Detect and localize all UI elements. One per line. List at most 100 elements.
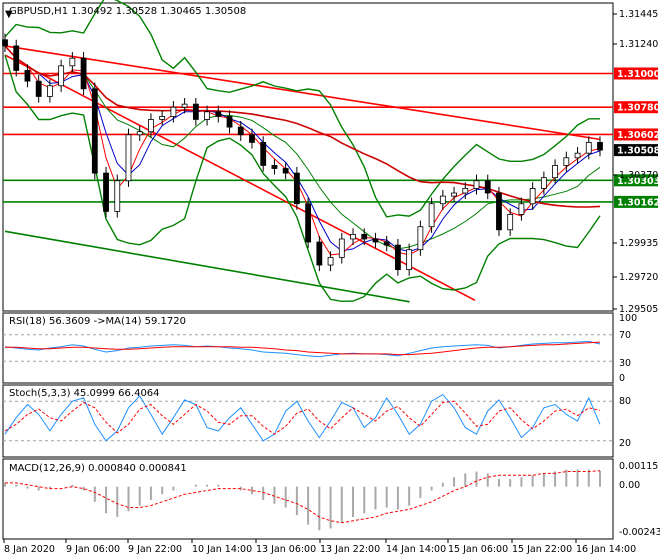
candle-body <box>316 241 323 266</box>
candle-body <box>574 152 581 159</box>
time-tick-label: 15 Jan 22:00 <box>512 544 572 555</box>
candle-body <box>585 142 592 154</box>
level-label-3: 1.30303 <box>617 176 660 187</box>
candle-body <box>271 165 278 169</box>
candle-body <box>484 180 491 194</box>
time-tick-label: 13 Jan 06:00 <box>256 544 316 555</box>
osc-tick-label: 80 <box>619 396 631 407</box>
price-tick-label: 1.31445 <box>619 9 658 20</box>
price-tick-label: 1.29720 <box>619 272 658 283</box>
candle-body <box>383 241 390 246</box>
current-price-tag <box>614 144 658 157</box>
trendline-1 <box>4 54 476 301</box>
trendline-2 <box>4 230 410 303</box>
level-label-0: 1.31000 <box>617 69 660 80</box>
macd-panel <box>2 458 614 540</box>
macd-tick-label: -0.00243 <box>619 527 660 538</box>
time-tick-label: 9 Jan 22:00 <box>128 544 182 555</box>
osc-tick-label: 0 <box>619 373 625 384</box>
series-rsi-18- <box>4 340 601 358</box>
candle-body <box>518 203 525 215</box>
candle-body <box>114 180 121 212</box>
candle-body <box>462 188 469 194</box>
candle-body <box>473 180 480 189</box>
candle-body <box>395 244 401 271</box>
time-tick-label: 14 Jan 14:00 <box>386 544 446 555</box>
candle-body <box>293 172 300 205</box>
dropdown-arrow-icon[interactable]: ▼ <box>5 9 13 20</box>
series-stoch--k <box>4 393 601 442</box>
candle-body <box>13 45 20 71</box>
candle-body <box>496 192 502 231</box>
time-tick-label: 16 Jan 14:00 <box>576 544 636 555</box>
candle-body <box>103 172 109 212</box>
macd-tick-label: 0.00 <box>619 480 640 491</box>
candle-body <box>148 119 154 133</box>
candle-body <box>338 238 345 258</box>
price-tick-label: 1.29505 <box>619 304 658 315</box>
time-tick-label: 13 Jan 22:00 <box>320 544 380 555</box>
current-price-label: 1.30508 <box>617 146 660 157</box>
rsi-title: RSI(18) 56.3609 ->MA(14) 59.1720 <box>9 316 186 327</box>
candle-body <box>260 142 267 166</box>
candle-body <box>204 111 210 120</box>
level-label-1: 1.30780 <box>617 103 660 114</box>
candle-body <box>361 233 368 240</box>
candle-body <box>552 165 558 179</box>
candle-body <box>192 103 199 120</box>
level-tag-2 <box>614 128 658 141</box>
candle-body <box>226 115 233 128</box>
price-chart-title: GBPUSD,H1 1.30492 1.30528 1.30465 1.3050… <box>9 6 246 17</box>
osc-tick-label: 100 <box>619 313 637 324</box>
price-panel <box>2 2 614 312</box>
osc-tick-label: 20 <box>619 438 631 449</box>
stoch-title: Stoch(5,3,3) 45.0999 66.4064 <box>9 388 160 399</box>
candle-body <box>47 85 53 97</box>
level-tag-3 <box>614 174 658 187</box>
candle-body <box>125 134 132 182</box>
candle-body <box>237 126 244 136</box>
candle-body <box>372 238 379 243</box>
candle-body <box>282 168 289 174</box>
macd-tick-label: 0.00115 <box>619 461 658 472</box>
candle-body <box>428 203 435 228</box>
candle-body <box>563 157 570 166</box>
candle-body <box>2 39 8 47</box>
candle-body <box>69 57 76 67</box>
stoch-panel <box>2 384 614 458</box>
price-tick-label: 1.30370 <box>619 170 658 181</box>
level-tag-0 <box>614 67 658 80</box>
price-tick-label: 1.29935 <box>619 238 658 249</box>
series-ma-14- <box>5 341 601 356</box>
osc-tick-label: 70 <box>619 330 631 341</box>
candle-body <box>529 188 536 205</box>
candle-body <box>406 249 413 271</box>
candle-body <box>35 80 42 97</box>
candle-body <box>540 177 547 189</box>
level-tag-4 <box>614 195 658 208</box>
candle-body <box>58 65 65 87</box>
candle-body <box>170 106 177 117</box>
candle-body <box>136 131 143 136</box>
candle-body <box>24 70 31 82</box>
rsi-panel <box>2 312 614 384</box>
price-tick-label: 1.31240 <box>619 39 658 50</box>
candle-body <box>305 203 312 243</box>
candle-body <box>181 103 188 108</box>
macd-signal-line <box>5 470 601 524</box>
time-tick-label: 9 Jan 06:00 <box>66 544 120 555</box>
candle-body <box>327 256 334 266</box>
candle-body <box>507 214 514 231</box>
candle-body <box>451 192 457 197</box>
level-label-2: 1.30602 <box>617 130 660 141</box>
time-tick-label: 10 Jan 14:00 <box>192 544 252 555</box>
series-stoch--d <box>4 400 601 435</box>
bollinger-upper <box>4 0 600 218</box>
time-tick-label: 15 Jan 06:00 <box>448 544 508 555</box>
candle-body <box>439 195 446 205</box>
osc-tick-label: 30 <box>619 358 631 369</box>
candle-body <box>159 115 166 120</box>
candle-body <box>597 142 603 151</box>
candle-body <box>80 57 87 90</box>
